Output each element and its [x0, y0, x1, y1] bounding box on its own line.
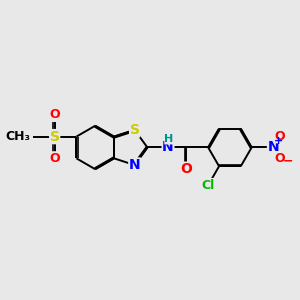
Text: N: N: [129, 158, 140, 172]
Text: O: O: [274, 152, 285, 165]
Text: N: N: [268, 140, 279, 154]
Text: N: N: [162, 140, 174, 154]
Text: −: −: [283, 154, 293, 167]
Text: S: S: [130, 123, 140, 137]
Text: O: O: [50, 108, 60, 122]
Text: O: O: [181, 162, 192, 176]
Text: +: +: [274, 136, 283, 146]
Text: H: H: [164, 134, 174, 144]
Text: O: O: [274, 130, 285, 143]
Text: Cl: Cl: [202, 178, 215, 192]
Text: CH₃: CH₃: [5, 130, 30, 143]
Text: O: O: [50, 152, 60, 165]
Text: S: S: [50, 130, 60, 144]
